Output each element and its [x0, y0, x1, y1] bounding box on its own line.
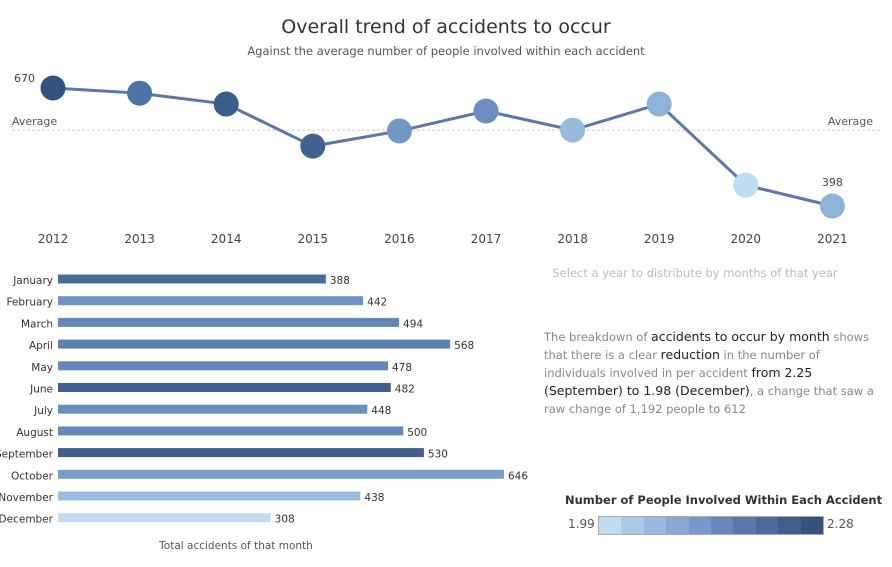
year-tick: 2018: [557, 232, 588, 246]
bar-value-label: 478: [392, 362, 412, 374]
month-label: February: [6, 297, 53, 309]
legend-swatch: [666, 517, 689, 534]
month-bar: [58, 469, 504, 479]
month-bar: [58, 426, 404, 436]
trend-line: [52, 86, 833, 208]
bar-value-label: 442: [367, 297, 387, 309]
month-label: July: [33, 405, 53, 417]
narrative-text: The breakdown of accidents to occur by m…: [544, 328, 884, 418]
bar-value-label: 530: [428, 449, 448, 461]
hint-text: Select a year to distribute by months of…: [552, 266, 838, 280]
narrative-segment: from 2.25 (September) to 1.98 (December): [544, 365, 813, 398]
legend-swatch: [599, 517, 622, 534]
narrative-segment: shows that there is a clear: [544, 330, 870, 362]
narrative-segment: accidents to occur by month: [651, 329, 830, 344]
average-label-left: Average: [12, 115, 57, 128]
month-label: December: [0, 514, 54, 526]
month-bar: [58, 361, 389, 371]
month-bar: [58, 513, 271, 523]
month-bar: [58, 339, 451, 349]
month-label: November: [0, 492, 54, 504]
month-bar: [58, 274, 326, 284]
bar-value-label: 500: [407, 427, 427, 439]
bar-value-label: 448: [371, 405, 391, 417]
month-label: August: [16, 427, 53, 439]
year-tick: 2021: [817, 232, 848, 246]
month-label: October: [11, 470, 54, 482]
year-point[interactable]: [300, 133, 326, 159]
month-label: September: [0, 449, 54, 461]
year-point[interactable]: [560, 117, 586, 143]
year-point[interactable]: [733, 172, 759, 198]
bar-chart: January 388 February 442 March 494 April 568 May…: [0, 274, 528, 552]
month-bar: [58, 317, 400, 327]
bar-value-label: 482: [395, 384, 415, 396]
year-tick: 2012: [38, 232, 69, 246]
narrative-segment: in the number of individuals involved in…: [544, 348, 820, 380]
year-point[interactable]: [40, 75, 66, 101]
bar-value-label: 388: [330, 275, 350, 287]
year-point[interactable]: [127, 80, 153, 106]
legend-swatch: [643, 517, 667, 534]
year-point[interactable]: [386, 118, 412, 144]
month-bar: [58, 296, 364, 306]
average-label-right: Average: [828, 115, 873, 128]
year-point[interactable]: [646, 91, 672, 117]
legend-min: 1.99: [568, 517, 595, 531]
legend-swatch: [755, 517, 779, 534]
legend-swatch: [733, 517, 756, 534]
legend-title: Number of People Involved Within Each Ac…: [565, 493, 883, 507]
month-label: June: [29, 384, 53, 396]
bar-value-label: 646: [508, 470, 528, 482]
year-tick: 2013: [124, 232, 155, 246]
bar-x-axis-label: Total accidents of that month: [158, 540, 313, 552]
legend-max: 2.28: [827, 517, 854, 531]
page-subtitle: Against the average number of people inv…: [247, 44, 645, 58]
month-bar: [58, 491, 361, 501]
year-point[interactable]: [213, 91, 239, 117]
legend-swatch: [778, 517, 801, 534]
page-title: Overall trend of accidents to occur: [281, 16, 611, 38]
bar-value-label: 438: [364, 492, 384, 504]
legend-swatch: [688, 517, 712, 534]
year-tick: 2015: [298, 232, 329, 246]
year-tick: 2014: [211, 232, 242, 246]
month-bar: [58, 383, 391, 392]
first-value-label: 670: [14, 72, 35, 85]
color-legend: [598, 516, 824, 535]
month-label: January: [12, 275, 53, 287]
year-point[interactable]: [473, 98, 499, 124]
year-tick: 2017: [471, 232, 502, 246]
year-tick: 2016: [384, 232, 415, 246]
bar-value-label: 568: [454, 340, 474, 352]
month-label: April: [29, 340, 53, 352]
year-point[interactable]: [819, 193, 845, 219]
year-tick: 2020: [731, 232, 762, 246]
year-tick: 2019: [644, 232, 675, 246]
narrative-segment: The breakdown of: [544, 330, 652, 344]
month-bar: [58, 448, 424, 458]
legend-swatch: [800, 517, 824, 534]
line-chart: Average Average 2012 2013 2014 2015 2016 2017 20…: [12, 72, 880, 246]
legend-swatch: [621, 517, 644, 534]
bar-value-label: 494: [403, 318, 423, 330]
narrative-segment: , a change that saw a raw change of 1,19…: [544, 384, 874, 416]
bar-value-label: 308: [275, 514, 295, 526]
last-value-label: 398: [822, 176, 843, 189]
month-label: March: [21, 318, 53, 330]
month-bar: [58, 404, 368, 414]
narrative-segment: reduction: [660, 347, 720, 362]
month-label: May: [31, 362, 53, 374]
legend-swatch: [711, 517, 734, 534]
